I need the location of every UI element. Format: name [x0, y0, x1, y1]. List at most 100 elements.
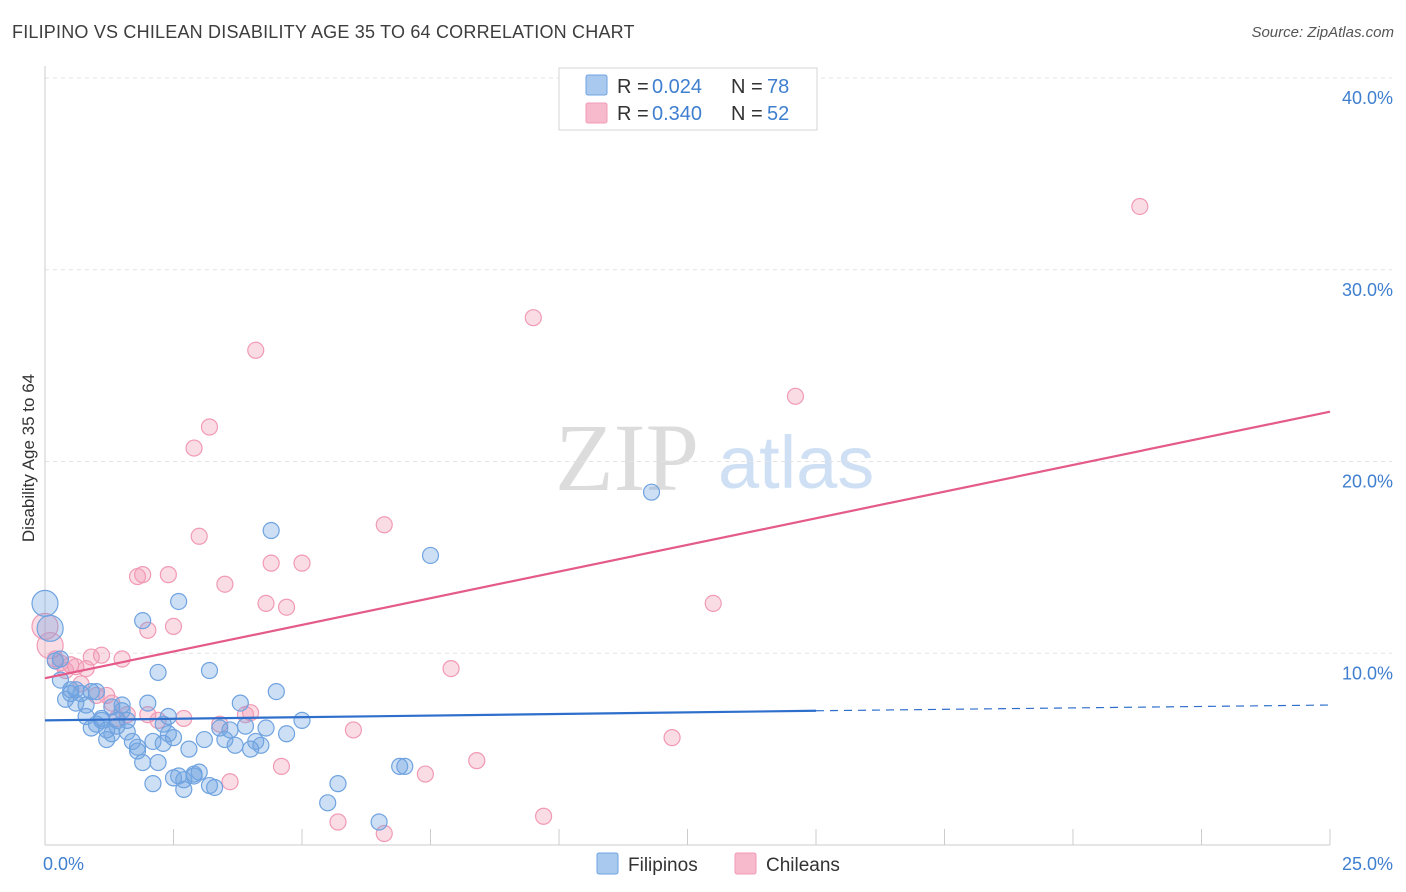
filipinos-point-22 — [149, 753, 167, 772]
filipinos-point-15 — [113, 696, 131, 714]
correlation-legend: R = 0.024 N = 78 R = 0.340 N = 52 — [558, 67, 818, 131]
filipinos-trendline-extension — [815, 704, 1331, 712]
filipinos-point-31 — [195, 730, 213, 749]
filipinos-point-68 — [175, 771, 193, 789]
filipinos-point-34 — [216, 730, 234, 749]
y-tick-labels: 10.0% 20.0% 30.0% 40.0% — [1342, 88, 1393, 683]
y-tick-label-0: 10.0% — [1342, 663, 1393, 683]
filipinos-point-14 — [108, 717, 126, 735]
filipinos-point-43 — [319, 794, 337, 812]
filipinos-point-74 — [391, 757, 409, 775]
filipinos-point-55 — [170, 592, 188, 611]
trendlines — [44, 410, 1331, 722]
chileans-point-25 — [190, 527, 208, 545]
filipinos-point-58 — [642, 483, 661, 501]
filipinos-point-59 — [51, 650, 70, 668]
chileans-point-45 — [663, 729, 681, 747]
legend-r-value-filipinos: 0.024 — [652, 76, 702, 98]
legend-n-value-filipinos: 78 — [767, 76, 789, 98]
legend-swatch-filipinos — [585, 74, 608, 96]
legend-n-label-chileans: N = — [731, 103, 763, 125]
filipinos-point-73 — [257, 719, 275, 737]
chileans-point-21 — [159, 566, 177, 584]
chart-title: FILIPINO VS CHILEAN DISABILITY AGE 35 TO… — [12, 22, 635, 42]
legend-r-label-chileans: R = — [617, 103, 649, 125]
filipinos-point-19 — [134, 753, 152, 772]
filipinos-trendline — [44, 709, 817, 722]
filipinos-point-60 — [62, 684, 80, 703]
chileans-point-40 — [416, 765, 434, 783]
chileans-point-29 — [221, 773, 239, 791]
legend-n-label-filipinos: N = — [731, 76, 763, 98]
filipinos-point-6 — [67, 694, 85, 712]
filipinos-point-66 — [144, 775, 162, 793]
filipinos-point-40 — [267, 682, 285, 701]
chileans-point-33 — [262, 554, 280, 572]
chileans-point-15 — [113, 650, 131, 668]
chileans-point-32 — [257, 594, 275, 612]
chileans-point-18 — [134, 566, 152, 584]
filipinos-point-45 — [370, 813, 388, 831]
filipinos-point-70 — [200, 776, 219, 795]
chileans-point-26 — [200, 418, 219, 436]
filipinos-point-46 — [396, 757, 414, 775]
legend-r-value-chileans: 0.340 — [652, 103, 702, 125]
filipinos-point-28 — [180, 740, 198, 758]
filipinos-point-71 — [221, 721, 239, 739]
filipinos-point-42 — [293, 711, 311, 729]
chileans-point-19 — [139, 621, 157, 639]
bottom-legend-swatch-chileans — [734, 852, 757, 875]
filipinos-point-23 — [154, 734, 172, 752]
filipinos-point-27 — [175, 780, 193, 798]
chileans-point-46 — [704, 594, 722, 612]
filipinos-point-53 — [149, 663, 167, 682]
filipinos-point-56 — [200, 661, 219, 680]
gridlines — [45, 77, 1392, 654]
chileans-point-48 — [1131, 197, 1149, 216]
legend-r-label-filipinos: R = — [617, 76, 649, 98]
bottom-legend-label-chileans: Chileans — [766, 855, 840, 876]
y-tick-label-2: 30.0% — [1342, 280, 1393, 300]
chileans-trendline — [44, 410, 1331, 680]
filipinos-point-35 — [226, 736, 244, 754]
legend-n-value-chileans: 52 — [767, 103, 789, 125]
chileans-point-37 — [329, 813, 347, 831]
chileans-point-31 — [247, 341, 265, 359]
filipinos-point-69 — [185, 767, 203, 785]
filipinos-point-0 — [31, 589, 59, 617]
chileans-point-42 — [468, 752, 486, 770]
legend-swatch-chileans — [585, 102, 608, 124]
chileans-point-44 — [534, 807, 553, 825]
chileans-point-39 — [375, 516, 393, 534]
filipinos-point-64 — [118, 723, 136, 741]
y-axis-label: Disability Age 35 to 64 — [19, 374, 38, 542]
chileans-point-27 — [211, 715, 229, 733]
filipinos-point-36 — [231, 694, 249, 712]
chileans-points — [31, 197, 1149, 843]
filipinos-point-20 — [139, 694, 157, 712]
chileans-point-24 — [185, 439, 203, 457]
filipinos-point-77 — [164, 729, 183, 747]
filipinos-point-21 — [144, 732, 162, 751]
bottom-legend-label-filipinos: Filipinos — [628, 855, 698, 876]
filipinos-point-72 — [247, 732, 265, 751]
source-label: Source: ZipAtlas.com — [1251, 24, 1394, 41]
filipinos-point-67 — [154, 715, 172, 733]
chileans-point-36 — [293, 554, 311, 572]
chileans-point-22 — [164, 617, 183, 636]
filipinos-point-10 — [87, 682, 106, 701]
filipinos-point-57 — [262, 521, 280, 540]
filipinos-point-52 — [134, 612, 152, 630]
filipinos-point-1 — [36, 614, 64, 642]
filipinos-point-65 — [128, 738, 147, 756]
chileans-point-28 — [216, 575, 234, 593]
bottom-legend-swatch-filipinos — [596, 852, 619, 875]
chileans-point-11 — [92, 646, 111, 664]
watermark-zip: ZIP — [555, 404, 699, 511]
chileans-point-43 — [524, 309, 542, 327]
chileans-point-9 — [82, 648, 100, 666]
chileans-point-38 — [344, 721, 362, 739]
filipinos-points — [31, 483, 661, 831]
y-tick-label-1: 20.0% — [1342, 472, 1393, 492]
